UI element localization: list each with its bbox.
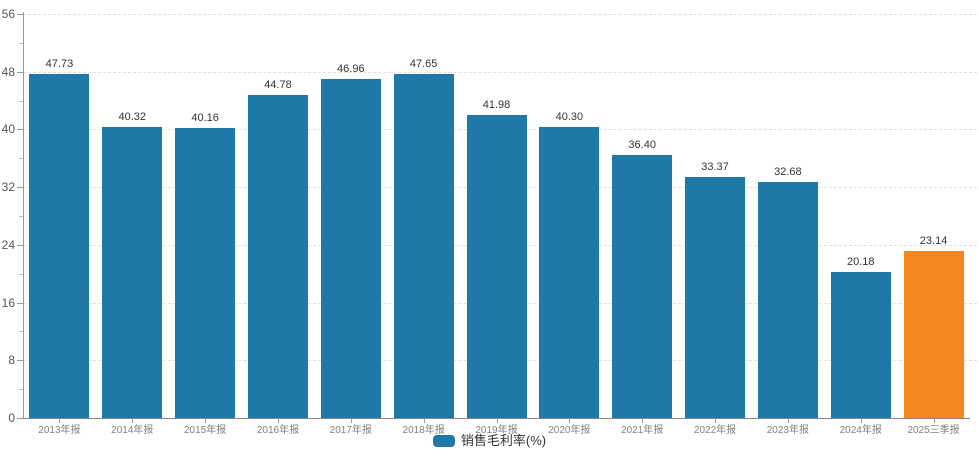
x-axis-label: 2018年报 (402, 425, 445, 436)
bar[interactable] (903, 251, 964, 418)
y-tick-label: 56 (1, 7, 15, 21)
y-axis-minor-tick (19, 158, 23, 160)
legend-item[interactable]: 销售毛利率(%) (0, 433, 979, 449)
y-axis-tick (17, 360, 23, 362)
y-tick-label: 0 (8, 411, 15, 425)
gridline (23, 14, 977, 15)
bar[interactable] (757, 182, 818, 418)
legend-label: 销售毛利率(%) (460, 433, 547, 448)
x-axis-label: 2013年报 (38, 425, 81, 436)
y-axis-minor-tick (19, 100, 23, 102)
bar[interactable] (539, 127, 600, 418)
y-axis-minor-tick (19, 389, 23, 391)
bar-value-label: 40.30 (555, 111, 584, 124)
legend-swatch-icon (432, 435, 455, 447)
y-axis-minor-tick (19, 42, 23, 44)
bar[interactable] (175, 128, 236, 418)
y-axis-tick (17, 14, 23, 15)
x-axis-label: 2014年报 (111, 425, 154, 436)
x-axis-tick (423, 418, 425, 423)
y-axis-minor-tick (19, 216, 23, 217)
bar[interactable] (393, 74, 454, 418)
x-axis-tick (59, 418, 61, 423)
bar[interactable] (685, 177, 746, 418)
y-axis-tick (17, 187, 23, 189)
gridline (23, 71, 977, 73)
y-tick-label: 40 (1, 122, 15, 137)
bar-value-label: 33.37 (701, 161, 729, 174)
bar[interactable] (612, 155, 673, 418)
y-axis-tick (17, 244, 23, 246)
y-axis-minor-tick (19, 273, 23, 275)
bar-value-label: 36.40 (628, 139, 656, 152)
y-tick-label: 8 (8, 353, 15, 368)
x-axis-label: 2023年报 (766, 425, 809, 436)
bar-value-label: 47.73 (45, 57, 74, 70)
x-axis-tick (132, 418, 134, 423)
x-axis-label: 2016年报 (256, 425, 300, 436)
bar[interactable] (466, 115, 527, 418)
y-axis-minor-tick (19, 331, 23, 333)
x-axis-label: 2022年报 (693, 425, 737, 436)
bar-value-label: 44.78 (264, 78, 292, 91)
bar-value-label: 40.32 (118, 111, 147, 124)
y-tick-label: 16 (1, 295, 15, 310)
y-axis-tick (17, 302, 23, 304)
bar-value-label: 46.96 (337, 63, 365, 76)
bar[interactable] (29, 73, 90, 418)
y-tick-label: 48 (1, 64, 15, 79)
x-axis-tick (277, 418, 279, 423)
bar-value-label: 23.14 (919, 235, 948, 248)
y-axis (23, 12, 24, 418)
x-axis-label: 2019年报 (475, 425, 518, 436)
x-axis-tick (715, 418, 717, 423)
x-axis-label: 2021年报 (621, 425, 664, 436)
bar-value-label: 40.16 (191, 112, 219, 125)
x-axis-tick (860, 418, 862, 423)
x-axis-label: 2017年报 (329, 425, 372, 436)
y-axis-tick (17, 418, 23, 419)
x-axis-label: 2015年报 (183, 425, 227, 436)
bar[interactable] (830, 272, 891, 418)
x-axis-label: 2025三季报 (907, 425, 960, 436)
y-axis-tick (17, 129, 23, 131)
x-axis-label: 2024年报 (839, 425, 882, 436)
y-tick-label: 32 (1, 180, 15, 195)
bar-value-label: 41.98 (482, 99, 511, 112)
x-axis-tick (787, 418, 789, 423)
bar-value-label: 47.65 (409, 58, 438, 71)
y-axis-tick (17, 71, 23, 73)
y-tick-label: 24 (1, 237, 15, 252)
bar-value-label: 20.18 (846, 256, 875, 269)
x-axis-tick (933, 418, 935, 423)
x-axis-tick (205, 418, 207, 423)
bar[interactable] (320, 79, 381, 418)
x-axis-tick (569, 418, 571, 423)
x-axis-label: 2020年报 (548, 425, 591, 436)
bar[interactable] (247, 94, 308, 418)
x-axis-tick (496, 418, 498, 423)
x-axis-tick (350, 418, 352, 423)
x-axis-tick (642, 418, 644, 423)
bar[interactable] (102, 127, 163, 418)
bar-value-label: 32.68 (774, 166, 802, 179)
